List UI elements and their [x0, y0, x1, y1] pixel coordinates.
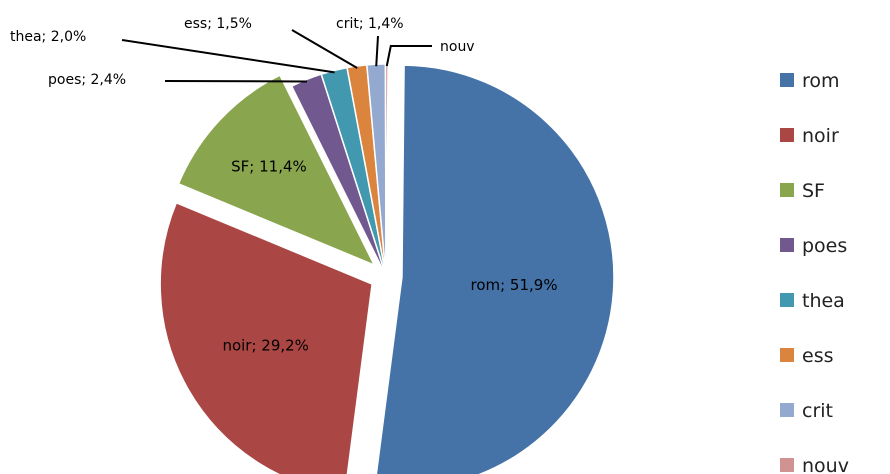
legend-swatch-thea: [780, 293, 794, 307]
legend-label-poes: poes: [802, 235, 847, 257]
leader-line-crit: [375, 35, 379, 67]
legend-item-thea: thea: [780, 290, 845, 312]
data-label-thea: thea; 2,0%: [10, 29, 86, 45]
legend-item-rom: rom: [780, 70, 840, 92]
legend-label-noir: noir: [802, 125, 839, 147]
legend-label-nouv: nouv: [802, 455, 849, 474]
legend-label-ess: ess: [802, 345, 834, 367]
data-label-ess: ess; 1,5%: [184, 16, 252, 32]
data-label-SF: SF; 11,4%: [231, 158, 307, 176]
legend-label-thea: thea: [802, 290, 845, 312]
data-label-noir: noir; 29,2%: [222, 337, 309, 355]
legend-item-poes: poes: [780, 235, 847, 257]
leader-line-thea: [121, 39, 335, 74]
callout-leader-lines: [121, 29, 432, 83]
legend-swatch-crit: [780, 403, 794, 417]
legend-label-crit: crit: [802, 400, 833, 422]
legend-swatch-noir: [780, 128, 794, 142]
legend-swatch-ess: [780, 348, 794, 362]
legend-swatch-poes: [780, 238, 794, 252]
legend-label-SF: SF: [802, 180, 825, 202]
data-label-crit: crit; 1,4%: [336, 16, 404, 32]
legend-item-ess: ess: [780, 345, 834, 367]
legend-swatch-rom: [780, 73, 794, 87]
legend: rom noir SF poes thea ess crit nouv: [780, 70, 849, 474]
leader-line-ess: [291, 29, 358, 69]
pie-slices: [159, 63, 615, 474]
pie-slice-noir: [159, 201, 373, 474]
data-labels: rom; 51,9% noir; 29,2% SF; 11,4% poes; 2,4%…: [10, 16, 558, 355]
legend-item-SF: SF: [780, 180, 825, 202]
legend-swatch-SF: [780, 183, 794, 197]
pie-slice-SF: [177, 74, 376, 267]
data-label-poes: poes; 2,4%: [48, 72, 126, 88]
data-label-rom: rom; 51,9%: [470, 276, 557, 294]
pie-slice-nouv: [384, 63, 389, 277]
pie-slice-rom: [375, 64, 615, 474]
legend-item-noir: noir: [780, 125, 839, 147]
leader-line-nouv: [385, 45, 432, 67]
legend-label-rom: rom: [802, 70, 840, 92]
legend-item-nouv: nouv: [780, 455, 849, 474]
legend-swatch-nouv: [780, 458, 794, 472]
data-label-nouv: nouv: [440, 39, 475, 55]
legend-item-crit: crit: [780, 400, 833, 422]
